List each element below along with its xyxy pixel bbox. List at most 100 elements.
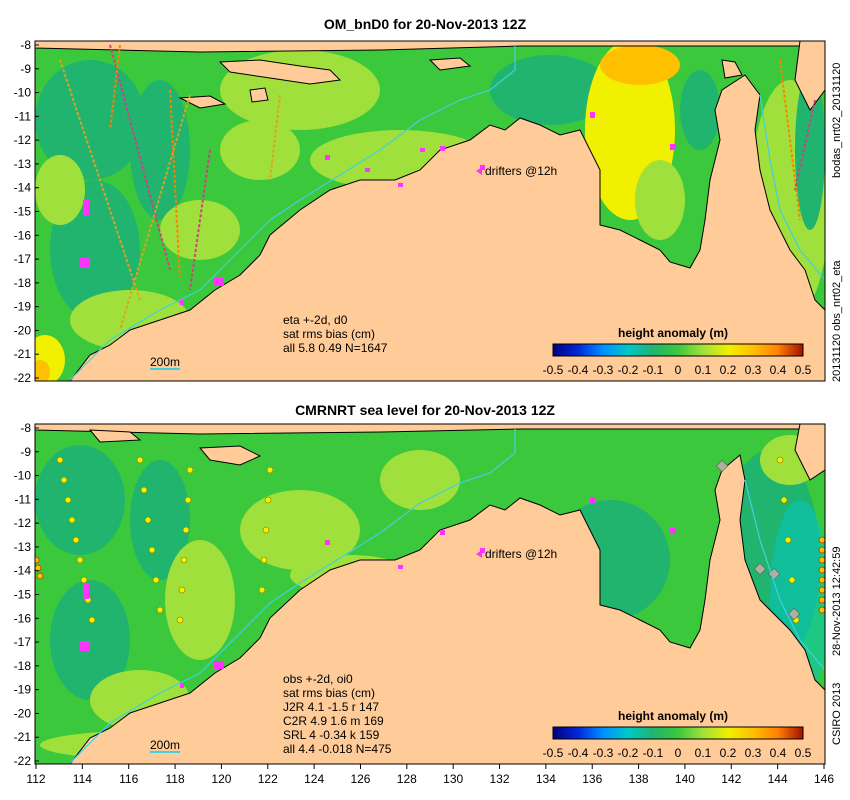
y-tick-label: -19 [14,683,32,697]
stats-line: C2R 4.9 1.6 m 169 [283,714,384,728]
drifters [80,497,676,688]
colorbar-title: height anomaly (m) [618,326,728,340]
bottom-map: drifters @12h 200m obs +-2d, oi0 sat rms… [35,424,825,764]
y-tick-label: -12 [14,133,32,147]
y-tick-label: -15 [14,205,32,219]
drifters-legend-label: drifters @12h [485,164,557,178]
colorbar-tick-label: -0.4 [568,746,589,760]
top-colorbar: height anomaly (m) -0.5 -0.4 -0.3 -0.2 -0.1 0… [540,326,820,380]
drifters-legend-label: drifters @12h [485,547,557,561]
colorbar-tick-label: 0.5 [795,363,812,377]
x-tick-label: 120 [211,772,231,786]
stats-line: SRL 4 -0.34 k 159 [283,728,380,742]
x-tick-label: 126 [350,772,370,786]
stats-line: all 4.4 -0.018 N=475 [283,742,392,756]
stats-line: eta +-2d, d0 [283,313,348,327]
stats-line: all 5.8 0.49 N=1647 [283,341,388,355]
drifters-legend-marker [476,167,482,175]
y-tick-label: -16 [14,611,32,625]
stats-line: J2R 4.1 -1.5 r 147 [283,700,379,714]
colorbar-tick-label: -0.2 [618,746,639,760]
top-side-label-upper: bodas_nrt02_20131120 [831,63,843,178]
y-tick-label: -20 [14,323,32,337]
x-tick-label: 116 [119,772,138,786]
x-tick-label: 130 [443,772,463,786]
colorbar-title: height anomaly (m) [618,709,728,723]
x-tick-label: 144 [768,772,788,786]
scale-label: 200m [150,355,180,369]
colorbar-ticks: -0.5 -0.4 -0.3 -0.2 -0.1 0 0.1 0.2 0.3 0.4 0.5 [543,746,812,760]
y-tick-label: -22 [14,754,32,768]
stats-line: sat rms bias (cm) [283,686,375,700]
y-tick-label: -8 [20,38,31,52]
colorbar-tick-label: -0.3 [593,746,614,760]
stats-line: sat rms bias (cm) [283,327,375,341]
bottom-side-label-lower: CSIRO 2013 [831,683,843,745]
stats-box: eta +-2d, d0 sat rms bias (cm) all 5.8 0… [283,313,388,355]
isobath-200m [69,429,516,764]
drifters-legend-marker [476,550,482,558]
y-tick-label: -13 [14,540,32,554]
y-tick-label: -21 [14,730,32,744]
top-side-label-lower: 20131120 obs_nrt02_eta [831,260,843,382]
y-tick-label: -12 [14,516,32,530]
colorbar-tick-label: -0.1 [643,363,664,377]
drifters [80,112,676,305]
land [35,424,825,764]
colorbar-strip [552,343,804,357]
colorbar-tick-label: 0 [675,363,682,377]
y-tick-label: -11 [15,492,32,506]
y-tick-label: -14 [14,564,32,578]
isobath-200m-east [744,479,825,671]
y-tick-label: -10 [14,469,32,483]
observation-tracks [56,456,800,624]
y-tick-label: -9 [20,445,31,459]
x-tick-label: 136 [582,772,602,786]
colorbar-tick-label: -0.5 [543,363,564,377]
y-tick-label: -13 [14,157,32,171]
colorbar-tick-label: 0.4 [770,363,787,377]
y-tick-label: -15 [14,588,32,602]
edge-markers [35,536,825,614]
y-tick-label: -17 [14,252,32,266]
stats-line: obs +-2d, oi0 [283,672,353,686]
x-tick-label: 132 [490,772,510,786]
x-tick-label: 112 [26,772,45,786]
satellite-tracks [59,44,816,331]
y-tick-label: -9 [20,62,31,76]
y-tick-label: -18 [14,659,32,673]
y-tick-label: -8 [20,421,31,435]
colorbar-tick-label: 0.1 [695,363,712,377]
x-tick-label: 140 [675,772,695,786]
isobath-200m [69,46,516,381]
colorbar-tick-label: -0.2 [618,363,639,377]
y-tick-label: -18 [14,276,32,290]
top-y-axis: -8 -9 -10 -11 -12 -13 -14 -15 -16 -17 -18 -19 -20 -21… [14,38,39,385]
x-tick-label: 142 [721,772,741,786]
colorbar-tick-label: -0.1 [643,746,664,760]
colorbar-tick-label: 0.2 [720,363,737,377]
y-tick-label: -11 [15,109,32,123]
stats-box: obs +-2d, oi0 sat rms bias (cm) J2R 4.1 … [283,672,392,756]
x-tick-label: 146 [814,772,834,786]
x-tick-label: 124 [304,772,324,786]
y-tick-label: -20 [14,706,32,720]
colorbar-strip [552,726,804,740]
y-tick-label: -16 [14,228,32,242]
bottom-y-axis: -8 -9 -10 -11 -12 -13 -14 -15 -16 -17 -18 -19 -20 -21… [14,421,39,768]
y-tick-label: -21 [14,347,32,361]
x-tick-label: 122 [258,772,278,786]
x-axis: 112 114 116 118 120 122 124 126 128 130 132 134 136 1… [26,764,834,786]
colorbar-tick-label: 0.4 [770,746,787,760]
colorbar-tick-label: 0.1 [695,746,712,760]
x-tick-label: 138 [629,772,649,786]
y-tick-label: -17 [14,635,32,649]
colorbar-tick-label: 0.3 [745,363,762,377]
scale-label: 200m [150,738,180,752]
bottom-map-title: CMRNRT sea level for 20-Nov-2013 12Z [295,402,555,418]
isobath-200m-east [759,94,825,281]
colorbar-tick-label: -0.3 [593,363,614,377]
colorbar-tick-label: 0.5 [795,746,812,760]
y-tick-label: -10 [14,86,32,100]
